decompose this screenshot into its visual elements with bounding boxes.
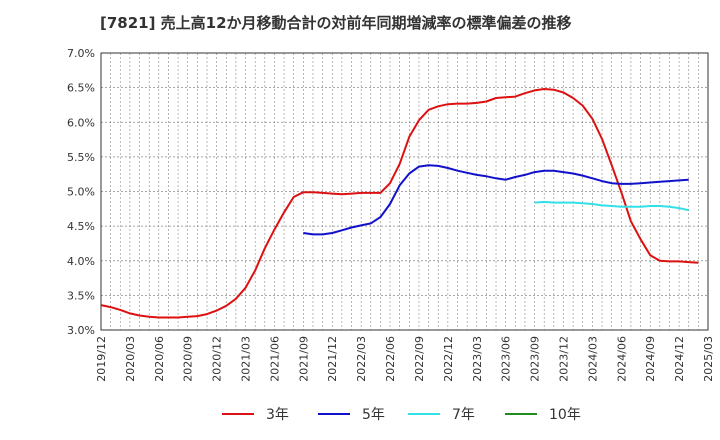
y-tick-label: 7.0% [67, 47, 95, 60]
x-tick-label: 2020/09 [182, 336, 195, 382]
y-axis: 3.0% 3.5% 4.0% 4.5% 5.0% 5.5% 6.0% 6.5% 7.0% [67, 47, 95, 337]
series-lines [100, 88, 699, 319]
x-tick-label: 2024/09 [644, 336, 657, 382]
series-line-0 [100, 88, 699, 319]
y-tick-label: 6.0% [67, 116, 95, 129]
y-tick-label: 4.0% [67, 255, 95, 268]
y-tick-label: 5.0% [67, 186, 95, 199]
y-tick-label: 4.5% [67, 220, 95, 233]
x-tick-label: 2020/06 [153, 336, 166, 382]
legend-label-3: 10年 [549, 407, 581, 423]
x-tick-label: 2021/12 [326, 336, 339, 382]
x-tick-label: 2024/06 [615, 336, 628, 382]
y-tick-label: 3.0% [67, 324, 95, 337]
legend-label-1: 5年 [362, 407, 385, 423]
y-tick-label: 3.5% [67, 289, 95, 302]
y-tick-label: 6.5% [67, 82, 95, 95]
x-tick-label: 2021/06 [268, 336, 281, 382]
x-tick-label: 2020/03 [124, 336, 137, 382]
y-tick-label: 5.5% [67, 151, 95, 164]
x-tick-label: 2022/12 [442, 336, 455, 382]
grid [100, 52, 709, 331]
x-tick-label: 2023/03 [471, 336, 484, 382]
x-tick-label: 2023/06 [500, 336, 513, 382]
x-tick-label: 2022/09 [413, 336, 426, 382]
x-tick-label: 2025/03 [702, 336, 715, 382]
series-line-1 [303, 164, 689, 236]
chart-title: [7821] 売上高12か月移動合計の対前年同期増減率の標準偏差の推移 [100, 14, 572, 32]
x-tick-label: 2020/12 [211, 336, 224, 382]
x-tick-label: 2024/03 [586, 336, 599, 382]
x-tick-label: 2021/03 [240, 336, 253, 382]
plot-area [100, 52, 709, 331]
legend: 3年 5年 7年 10年 [222, 407, 581, 423]
x-tick-label: 2021/09 [297, 336, 310, 382]
legend-label-2: 7年 [452, 407, 475, 423]
x-tick-label: 2024/12 [673, 336, 686, 382]
series-line-2 [534, 200, 689, 212]
x-tick-label: 2022/03 [355, 336, 368, 382]
legend-label-0: 3年 [266, 407, 289, 423]
x-tick-label: 2023/09 [529, 336, 542, 382]
x-axis: 2019/12 2020/03 2020/06 2020/09 2020/12 2021/… [95, 336, 715, 382]
x-tick-label: 2023/12 [557, 336, 570, 382]
x-tick-label: 2022/06 [384, 336, 397, 382]
x-tick-label: 2019/12 [95, 336, 108, 382]
